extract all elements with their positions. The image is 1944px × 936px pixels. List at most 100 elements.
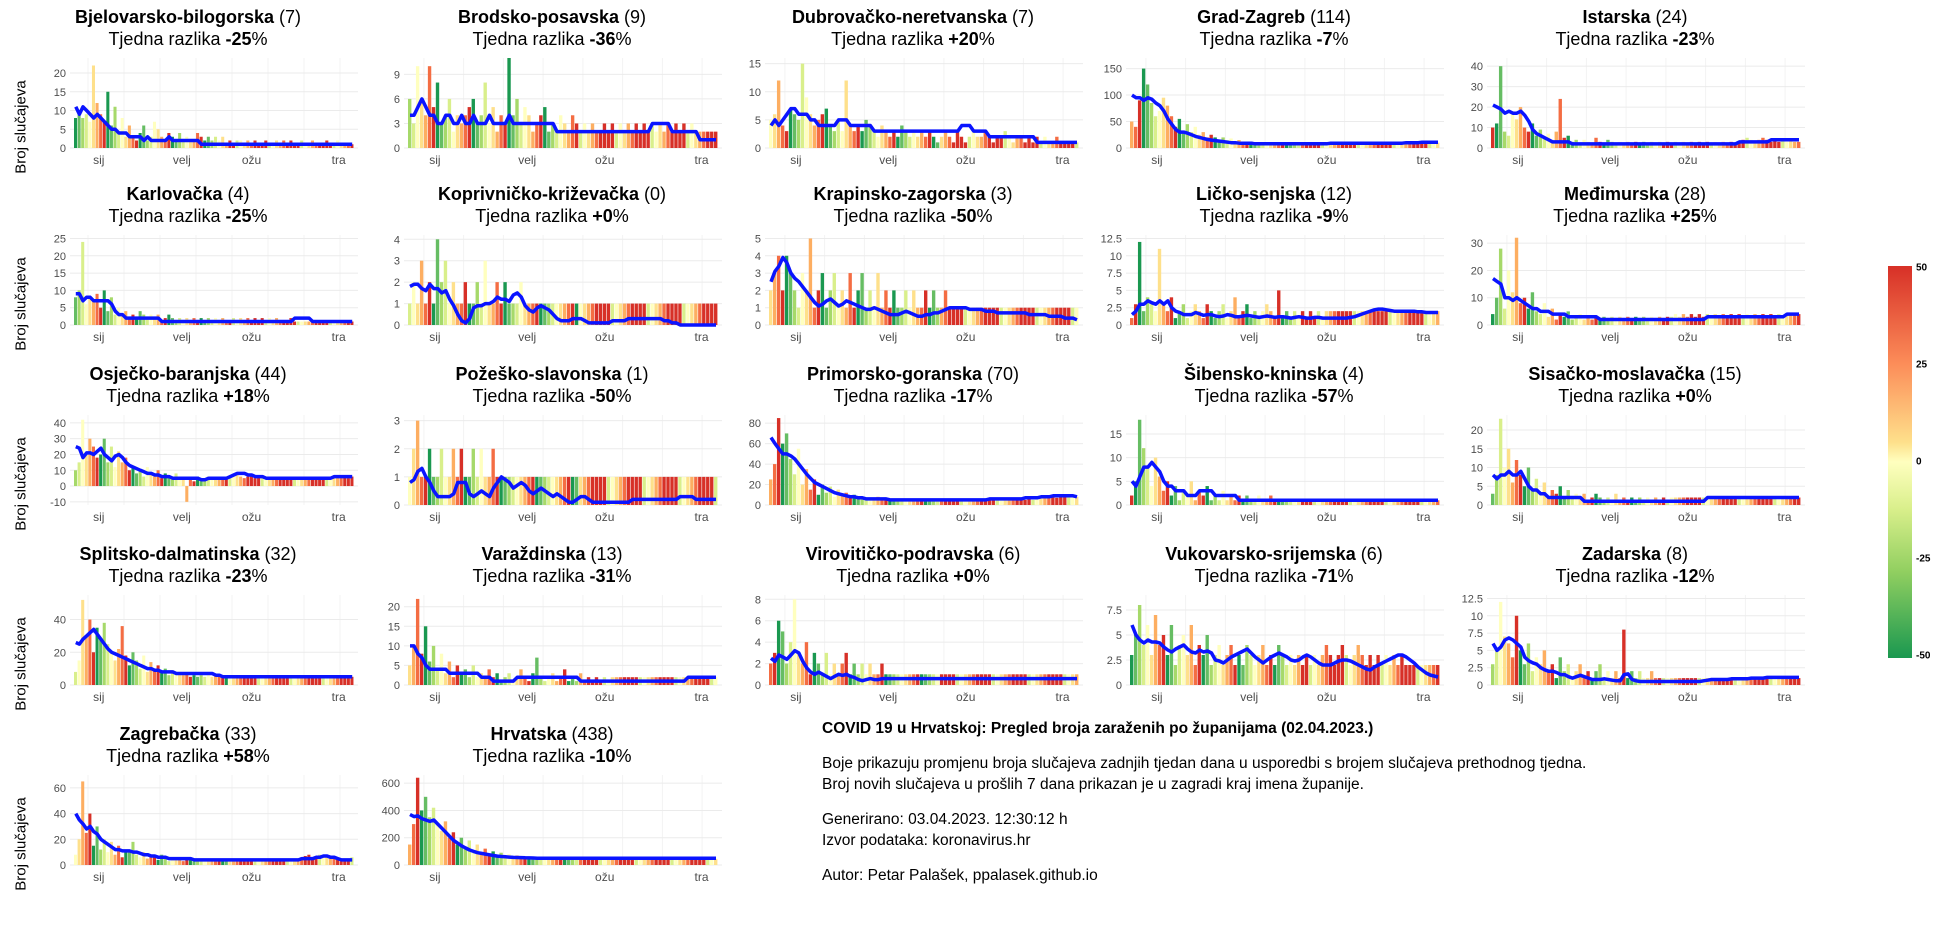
bar — [117, 133, 121, 148]
bar — [174, 673, 178, 685]
bar — [1075, 307, 1079, 325]
bar — [1141, 311, 1146, 325]
bar — [1197, 134, 1201, 148]
bar — [1269, 655, 1273, 685]
y-tick-label: 2.5 — [1468, 663, 1483, 675]
bar — [531, 857, 535, 865]
bar — [321, 144, 325, 148]
bar — [1538, 129, 1543, 148]
bar — [1257, 655, 1261, 685]
bar — [1514, 237, 1519, 325]
bar — [1534, 657, 1539, 685]
county-name: Zadarska — [1581, 544, 1662, 564]
weekly-count: (7) — [1012, 7, 1035, 27]
bar — [278, 476, 282, 487]
bar — [1598, 319, 1602, 325]
bar — [1169, 116, 1174, 148]
bar — [1649, 501, 1654, 505]
bar — [84, 304, 88, 325]
bar — [991, 142, 995, 148]
county-name: Bjelovarsko-bilogorska — [74, 7, 275, 27]
bar — [310, 857, 314, 865]
bar — [1051, 142, 1055, 148]
bar — [670, 858, 674, 865]
bar — [618, 858, 623, 865]
bar — [408, 476, 412, 505]
bar — [888, 500, 892, 505]
bar — [566, 681, 571, 685]
panel-title: Grad-Zagreb (114) — [1094, 6, 1454, 28]
bar — [920, 500, 924, 505]
x-tick-label: sij — [429, 153, 440, 167]
bar — [832, 131, 836, 148]
y-tick-label: 2.5 — [1107, 303, 1122, 315]
bar — [1281, 143, 1285, 148]
bar — [1384, 311, 1388, 325]
bar — [1292, 500, 1297, 505]
bar — [408, 665, 412, 685]
bar — [1141, 448, 1146, 505]
bar — [574, 681, 579, 685]
bar — [1340, 143, 1345, 148]
bar — [124, 655, 128, 685]
y-tick-label: 0 — [394, 680, 400, 692]
bar — [278, 321, 282, 325]
bar — [188, 321, 192, 325]
bar — [206, 859, 210, 865]
bar — [908, 136, 912, 148]
bar — [888, 136, 892, 148]
bar — [1075, 496, 1079, 505]
bar — [1141, 645, 1146, 685]
bar — [106, 852, 110, 865]
y-tick-label: 5 — [1477, 481, 1483, 493]
bar — [499, 115, 503, 148]
bar — [246, 861, 250, 865]
y-tick-label: 0 — [394, 860, 400, 872]
bar — [278, 144, 282, 148]
bar — [1388, 665, 1392, 685]
bar — [876, 136, 880, 148]
bar — [828, 125, 832, 148]
weekly-count: (0) — [644, 184, 667, 204]
bar — [1332, 500, 1337, 505]
bar — [618, 303, 623, 325]
y-tick-label: 40 — [54, 418, 66, 430]
bar — [1308, 500, 1313, 505]
bar — [346, 144, 350, 148]
bar — [590, 858, 595, 865]
x-tick-label: tra — [1778, 690, 1792, 704]
bar — [1594, 316, 1598, 325]
bar — [1209, 500, 1213, 505]
weekly-count: (438) — [571, 724, 614, 744]
bar — [275, 676, 279, 685]
bar — [135, 473, 139, 487]
bar — [590, 476, 595, 505]
bar — [706, 303, 710, 325]
panel-subtitle: Tjedna razlika -25% — [108, 29, 268, 49]
bar — [963, 142, 968, 148]
bar — [479, 303, 483, 325]
bar — [1602, 143, 1606, 148]
bar — [300, 675, 304, 685]
bar — [185, 673, 189, 685]
bar — [812, 652, 817, 685]
bar — [892, 498, 896, 505]
bar — [1225, 655, 1229, 685]
bar — [1797, 678, 1801, 685]
bar — [343, 476, 347, 487]
bar — [1725, 678, 1729, 685]
bar — [1165, 481, 1170, 505]
bar — [81, 118, 85, 148]
bar — [479, 673, 483, 685]
y-tick-label: 100 — [1104, 90, 1122, 102]
bar — [463, 669, 468, 685]
bar — [626, 858, 630, 865]
bar — [1432, 142, 1436, 148]
bar — [1793, 141, 1797, 148]
bar — [1526, 131, 1531, 148]
bar — [1725, 316, 1729, 325]
legend-tick: -25 — [1916, 553, 1931, 565]
bar — [710, 677, 714, 685]
bar — [1737, 141, 1741, 148]
